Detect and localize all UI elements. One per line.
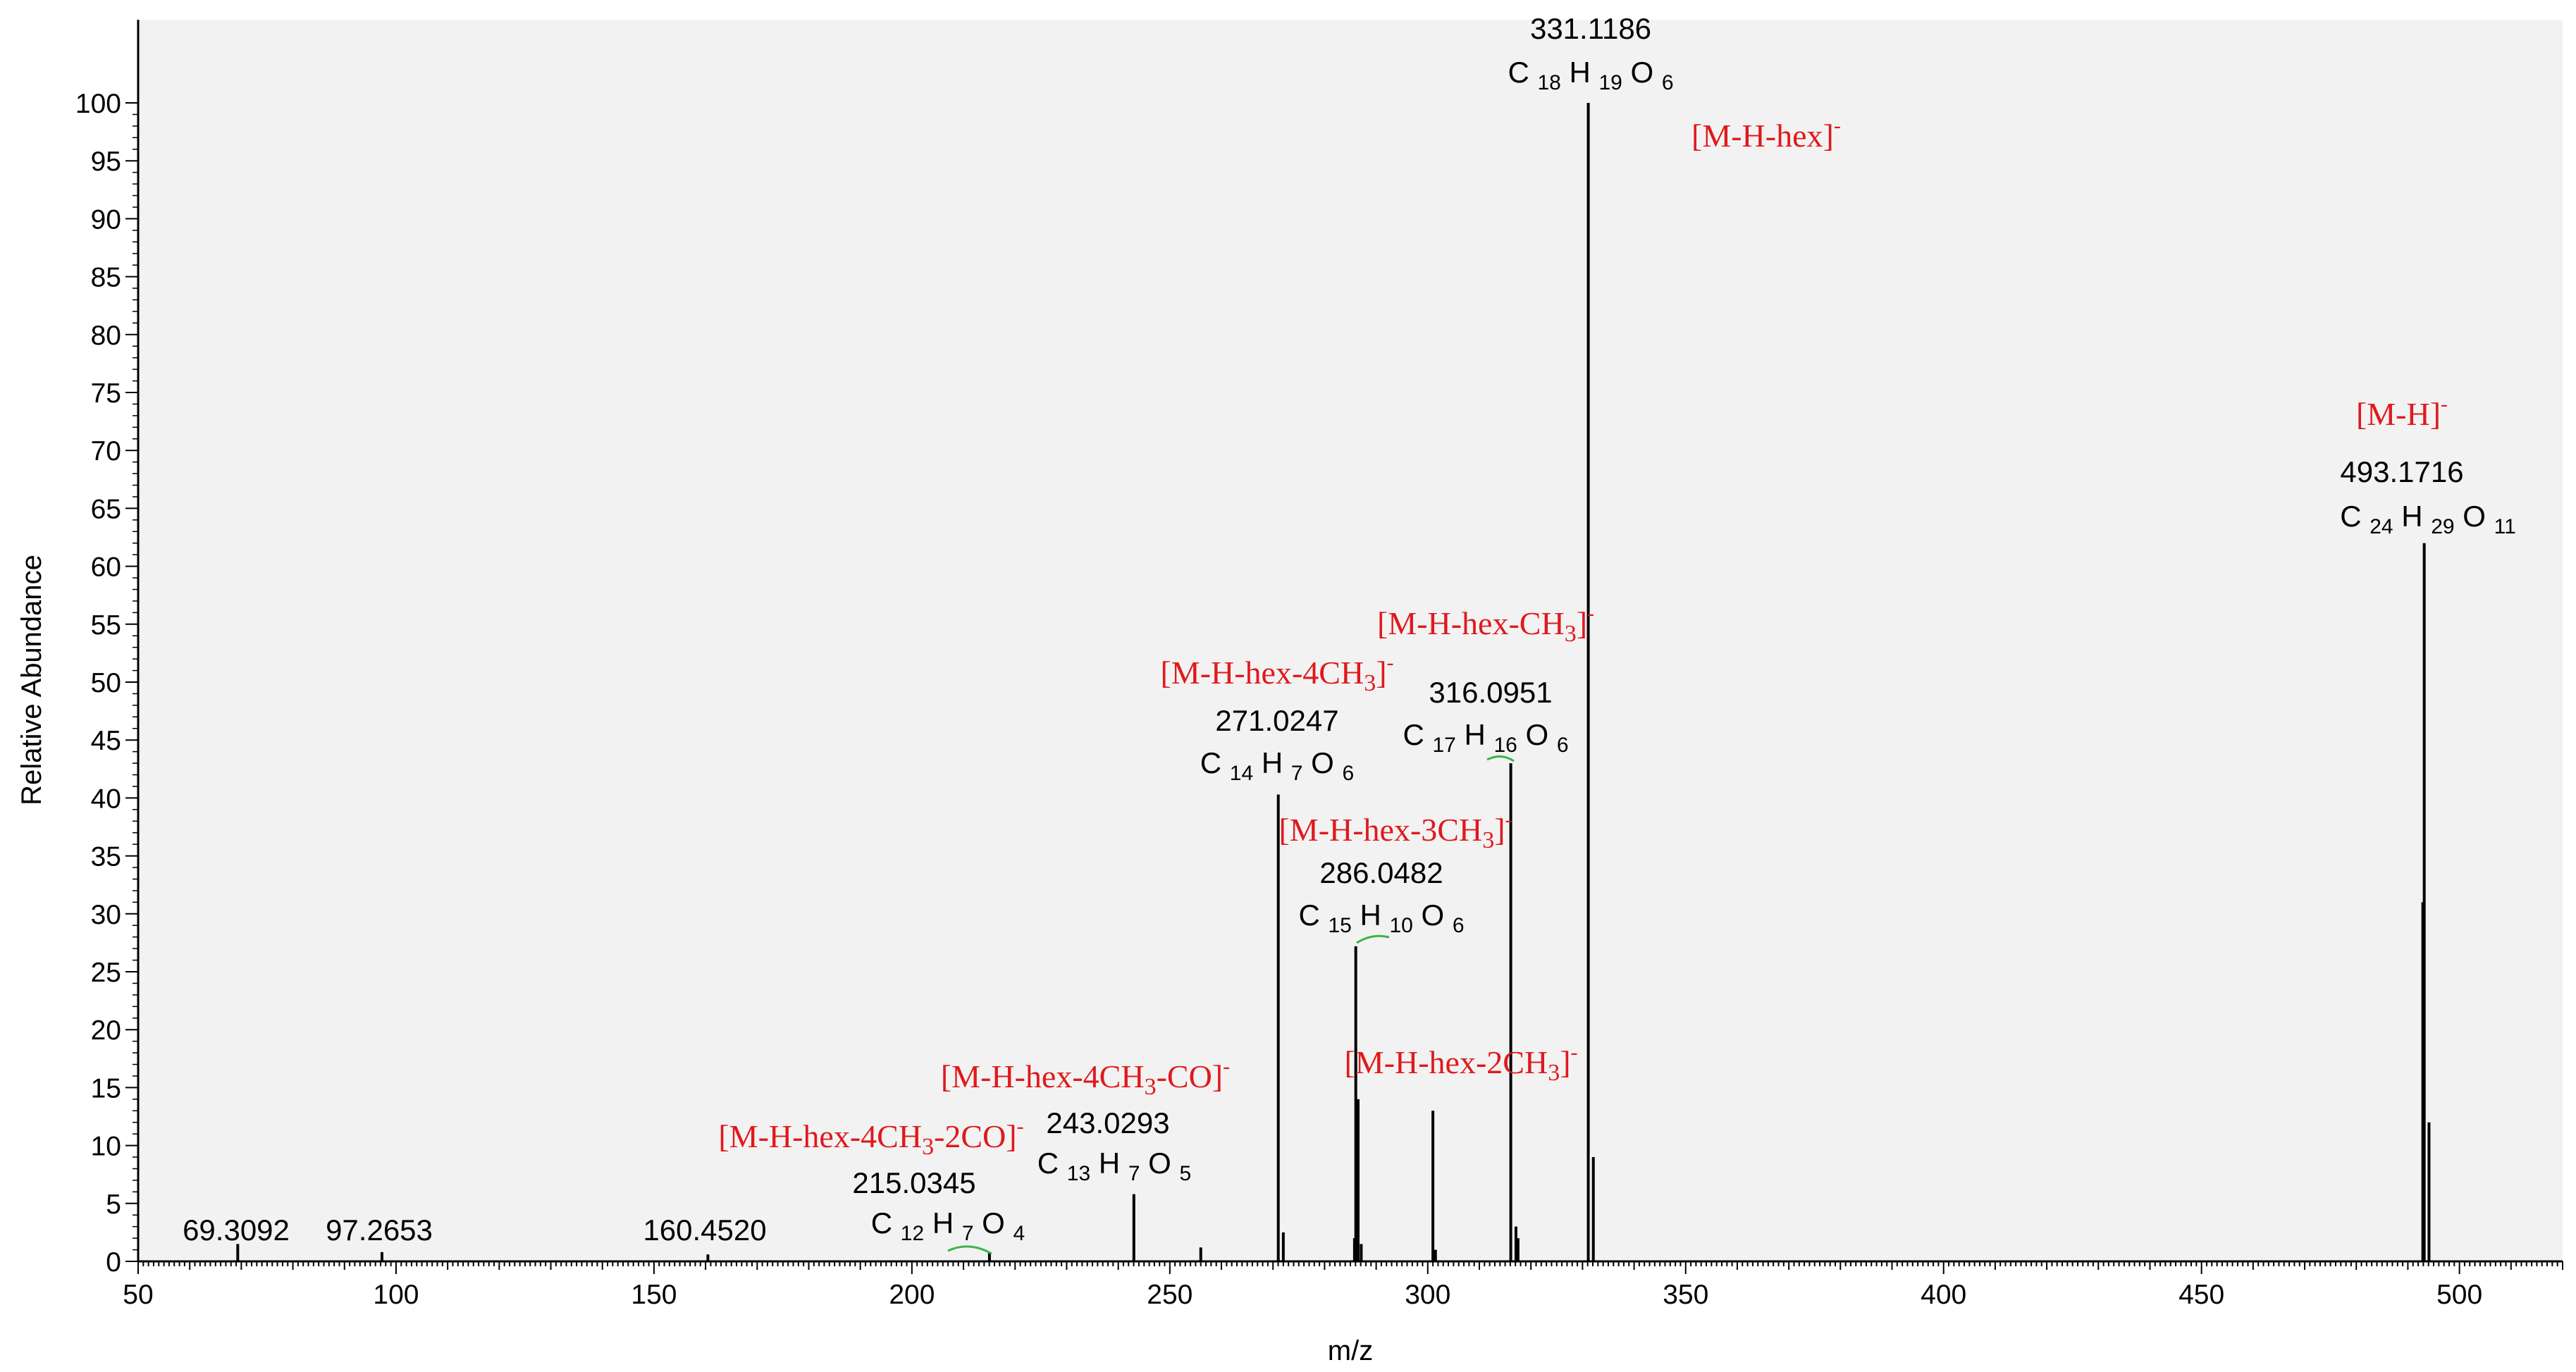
peak-annotation: [M-H]- xyxy=(2356,393,2448,432)
peak-formula-label: C 13 H 7 O 5 xyxy=(1037,1147,1191,1185)
y-tick-label: 35 xyxy=(91,842,121,872)
x-tick-label: 400 xyxy=(1921,1280,1966,1310)
peak-annotation: [M-H-hex-4CH3-CO]- xyxy=(941,1055,1230,1100)
peak-annotation: [M-H-hex-4CH3]- xyxy=(1160,651,1393,696)
plot-area xyxy=(138,20,2563,1261)
x-tick-label: 350 xyxy=(1663,1280,1708,1310)
y-tick-label: 30 xyxy=(91,900,121,930)
y-tick-label: 80 xyxy=(91,321,121,351)
peak-annotation: [M-H-hex-3CH3]- xyxy=(1278,808,1512,853)
peak-annotation: [M-H-hex-2CH3]- xyxy=(1344,1041,1577,1086)
peak-formula-label: C 12 H 7 O 4 xyxy=(871,1206,1025,1245)
axis-ticks: 50 100 150 200 250 300 350 400 450 500 0 5 10 15 20 25 3… xyxy=(75,89,2563,1310)
peak-mz-label: 331.1186 xyxy=(1530,12,1651,45)
peak-mz-label: 286.0482 xyxy=(1319,856,1443,889)
y-tick-label: 25 xyxy=(91,958,121,988)
peak-mz-label: 97.2653 xyxy=(326,1213,433,1247)
y-tick-label: 90 xyxy=(91,204,121,235)
peak-mz-label: 160.4520 xyxy=(643,1213,766,1247)
y-tick-label: 45 xyxy=(91,726,121,756)
label-connector xyxy=(947,1245,992,1255)
peak-mz-label: 493.1716 xyxy=(2340,455,2463,488)
x-tick-label: 50 xyxy=(123,1280,153,1310)
peak-mz-label: 243.0293 xyxy=(1046,1106,1169,1139)
y-axis-title: Relative Abundance xyxy=(16,555,47,805)
y-tick-label: 0 xyxy=(106,1247,121,1278)
peak-mz-label: 271.0247 xyxy=(1215,704,1338,737)
y-tick-label: 95 xyxy=(91,147,121,177)
y-tick-label: 5 xyxy=(106,1189,121,1220)
y-tick-label: 20 xyxy=(91,1015,121,1046)
y-tick-label: 100 xyxy=(75,89,121,119)
peak-formula-label: C 17 H 16 O 6 xyxy=(1403,718,1568,757)
peak-formula-label: C 14 H 7 O 6 xyxy=(1200,746,1354,785)
peak-formula-label: C 24 H 29 O 11 xyxy=(2340,500,2516,538)
y-tick-label: 55 xyxy=(91,610,121,641)
x-tick-label: 250 xyxy=(1147,1280,1193,1310)
peak-annotation: [M-H-hex-CH3]- xyxy=(1377,602,1594,647)
peak-bars xyxy=(236,103,2431,1261)
y-tick-label: 65 xyxy=(91,494,121,524)
x-axis-title: m/z xyxy=(1328,1335,1373,1366)
y-tick-label: 50 xyxy=(91,668,121,698)
y-tick-label: 75 xyxy=(91,378,121,409)
x-tick-label: 150 xyxy=(631,1280,677,1310)
x-tick-label: 500 xyxy=(2436,1280,2482,1310)
y-tick-label: 60 xyxy=(91,552,121,583)
y-tick-label: 85 xyxy=(91,263,121,293)
peak-labels: 69.3092 97.2653 160.4520 215.0345 C 12 H 7 O… xyxy=(183,12,2516,1255)
x-tick-label: 300 xyxy=(1405,1280,1450,1310)
peak-mz-label: 215.0345 xyxy=(852,1166,975,1199)
y-tick-label: 10 xyxy=(91,1132,121,1162)
peak-mz-label: 69.3092 xyxy=(183,1213,290,1247)
y-tick-label: 70 xyxy=(91,436,121,466)
label-connector xyxy=(1356,934,1390,944)
peak-annotation: [M-H-hex]- xyxy=(1691,114,1841,154)
label-connector xyxy=(1486,755,1515,762)
y-tick-label: 40 xyxy=(91,784,121,814)
peak-formula-label: C 15 H 10 O 6 xyxy=(1298,898,1464,937)
x-tick-label: 200 xyxy=(889,1280,935,1310)
peak-formula-label: C 18 H 19 O 6 xyxy=(1508,56,1673,94)
peak-annotation: [M-H-hex-4CH3-2CO]- xyxy=(718,1115,1023,1160)
y-tick-label: 15 xyxy=(91,1073,121,1104)
x-tick-label: 100 xyxy=(373,1280,419,1310)
peak-mz-label: 316.0951 xyxy=(1429,676,1552,709)
x-tick-label: 450 xyxy=(2178,1280,2224,1310)
